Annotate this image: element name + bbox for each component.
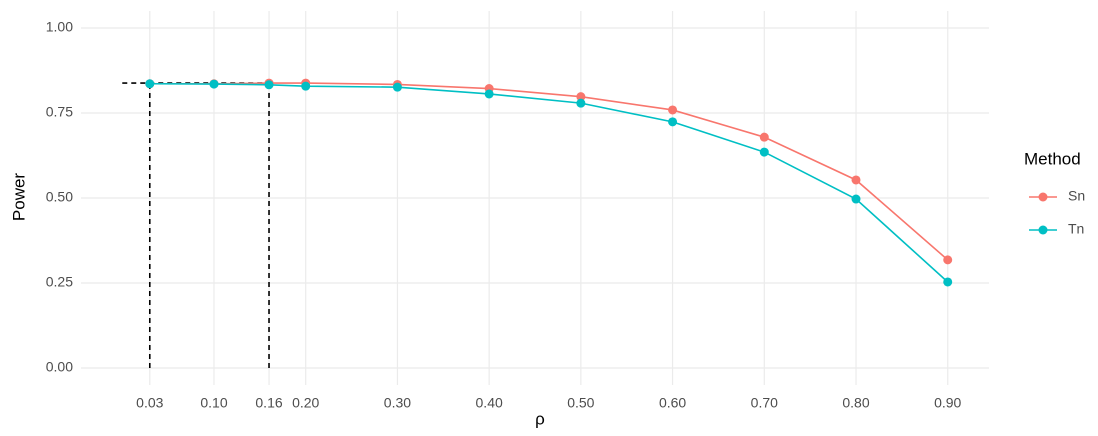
data-point bbox=[852, 175, 861, 184]
legend-marker bbox=[1039, 193, 1048, 202]
x-tick-label: 0.90 bbox=[934, 395, 961, 411]
x-tick-label: 0.80 bbox=[842, 395, 869, 411]
data-point bbox=[760, 148, 769, 157]
legend-title: Method bbox=[1024, 149, 1081, 168]
x-axis-label: ρ bbox=[535, 409, 545, 428]
x-tick-label: 0.70 bbox=[751, 395, 778, 411]
data-point bbox=[668, 105, 677, 114]
data-point bbox=[760, 133, 769, 142]
x-tick-label: 0.50 bbox=[567, 395, 594, 411]
y-tick-label: 0.75 bbox=[46, 104, 73, 120]
chart: ρ Power Method 0.00 0.25 0.50 0.75 1.00 0.03 0… bbox=[0, 0, 1098, 431]
y-tick-label: 0.50 bbox=[46, 189, 73, 205]
data-point bbox=[943, 255, 952, 264]
y-tick-label: 0.25 bbox=[46, 274, 73, 290]
legend-label: Sn bbox=[1068, 188, 1085, 204]
data-point bbox=[209, 80, 218, 89]
data-point bbox=[145, 79, 154, 88]
x-tick-label: 0.03 bbox=[136, 395, 163, 411]
y-tick-label: 1.00 bbox=[46, 19, 73, 35]
x-tick-label: 0.40 bbox=[476, 395, 503, 411]
data-point bbox=[668, 117, 677, 126]
legend-marker bbox=[1039, 226, 1048, 235]
data-point bbox=[943, 277, 952, 286]
y-tick-label: 0.00 bbox=[46, 359, 73, 375]
legend-label: Tn bbox=[1068, 221, 1084, 237]
data-point bbox=[393, 83, 402, 92]
y-axis-label: Power bbox=[9, 173, 28, 222]
x-tick-label: 0.30 bbox=[384, 395, 411, 411]
data-point bbox=[265, 80, 274, 89]
x-tick-label: 0.20 bbox=[292, 395, 319, 411]
data-point bbox=[576, 99, 585, 108]
x-tick-label: 0.16 bbox=[255, 395, 282, 411]
data-point bbox=[301, 82, 310, 91]
data-point bbox=[852, 195, 861, 204]
x-tick-label: 0.60 bbox=[659, 395, 686, 411]
x-tick-label: 0.10 bbox=[200, 395, 227, 411]
data-point bbox=[485, 89, 494, 98]
